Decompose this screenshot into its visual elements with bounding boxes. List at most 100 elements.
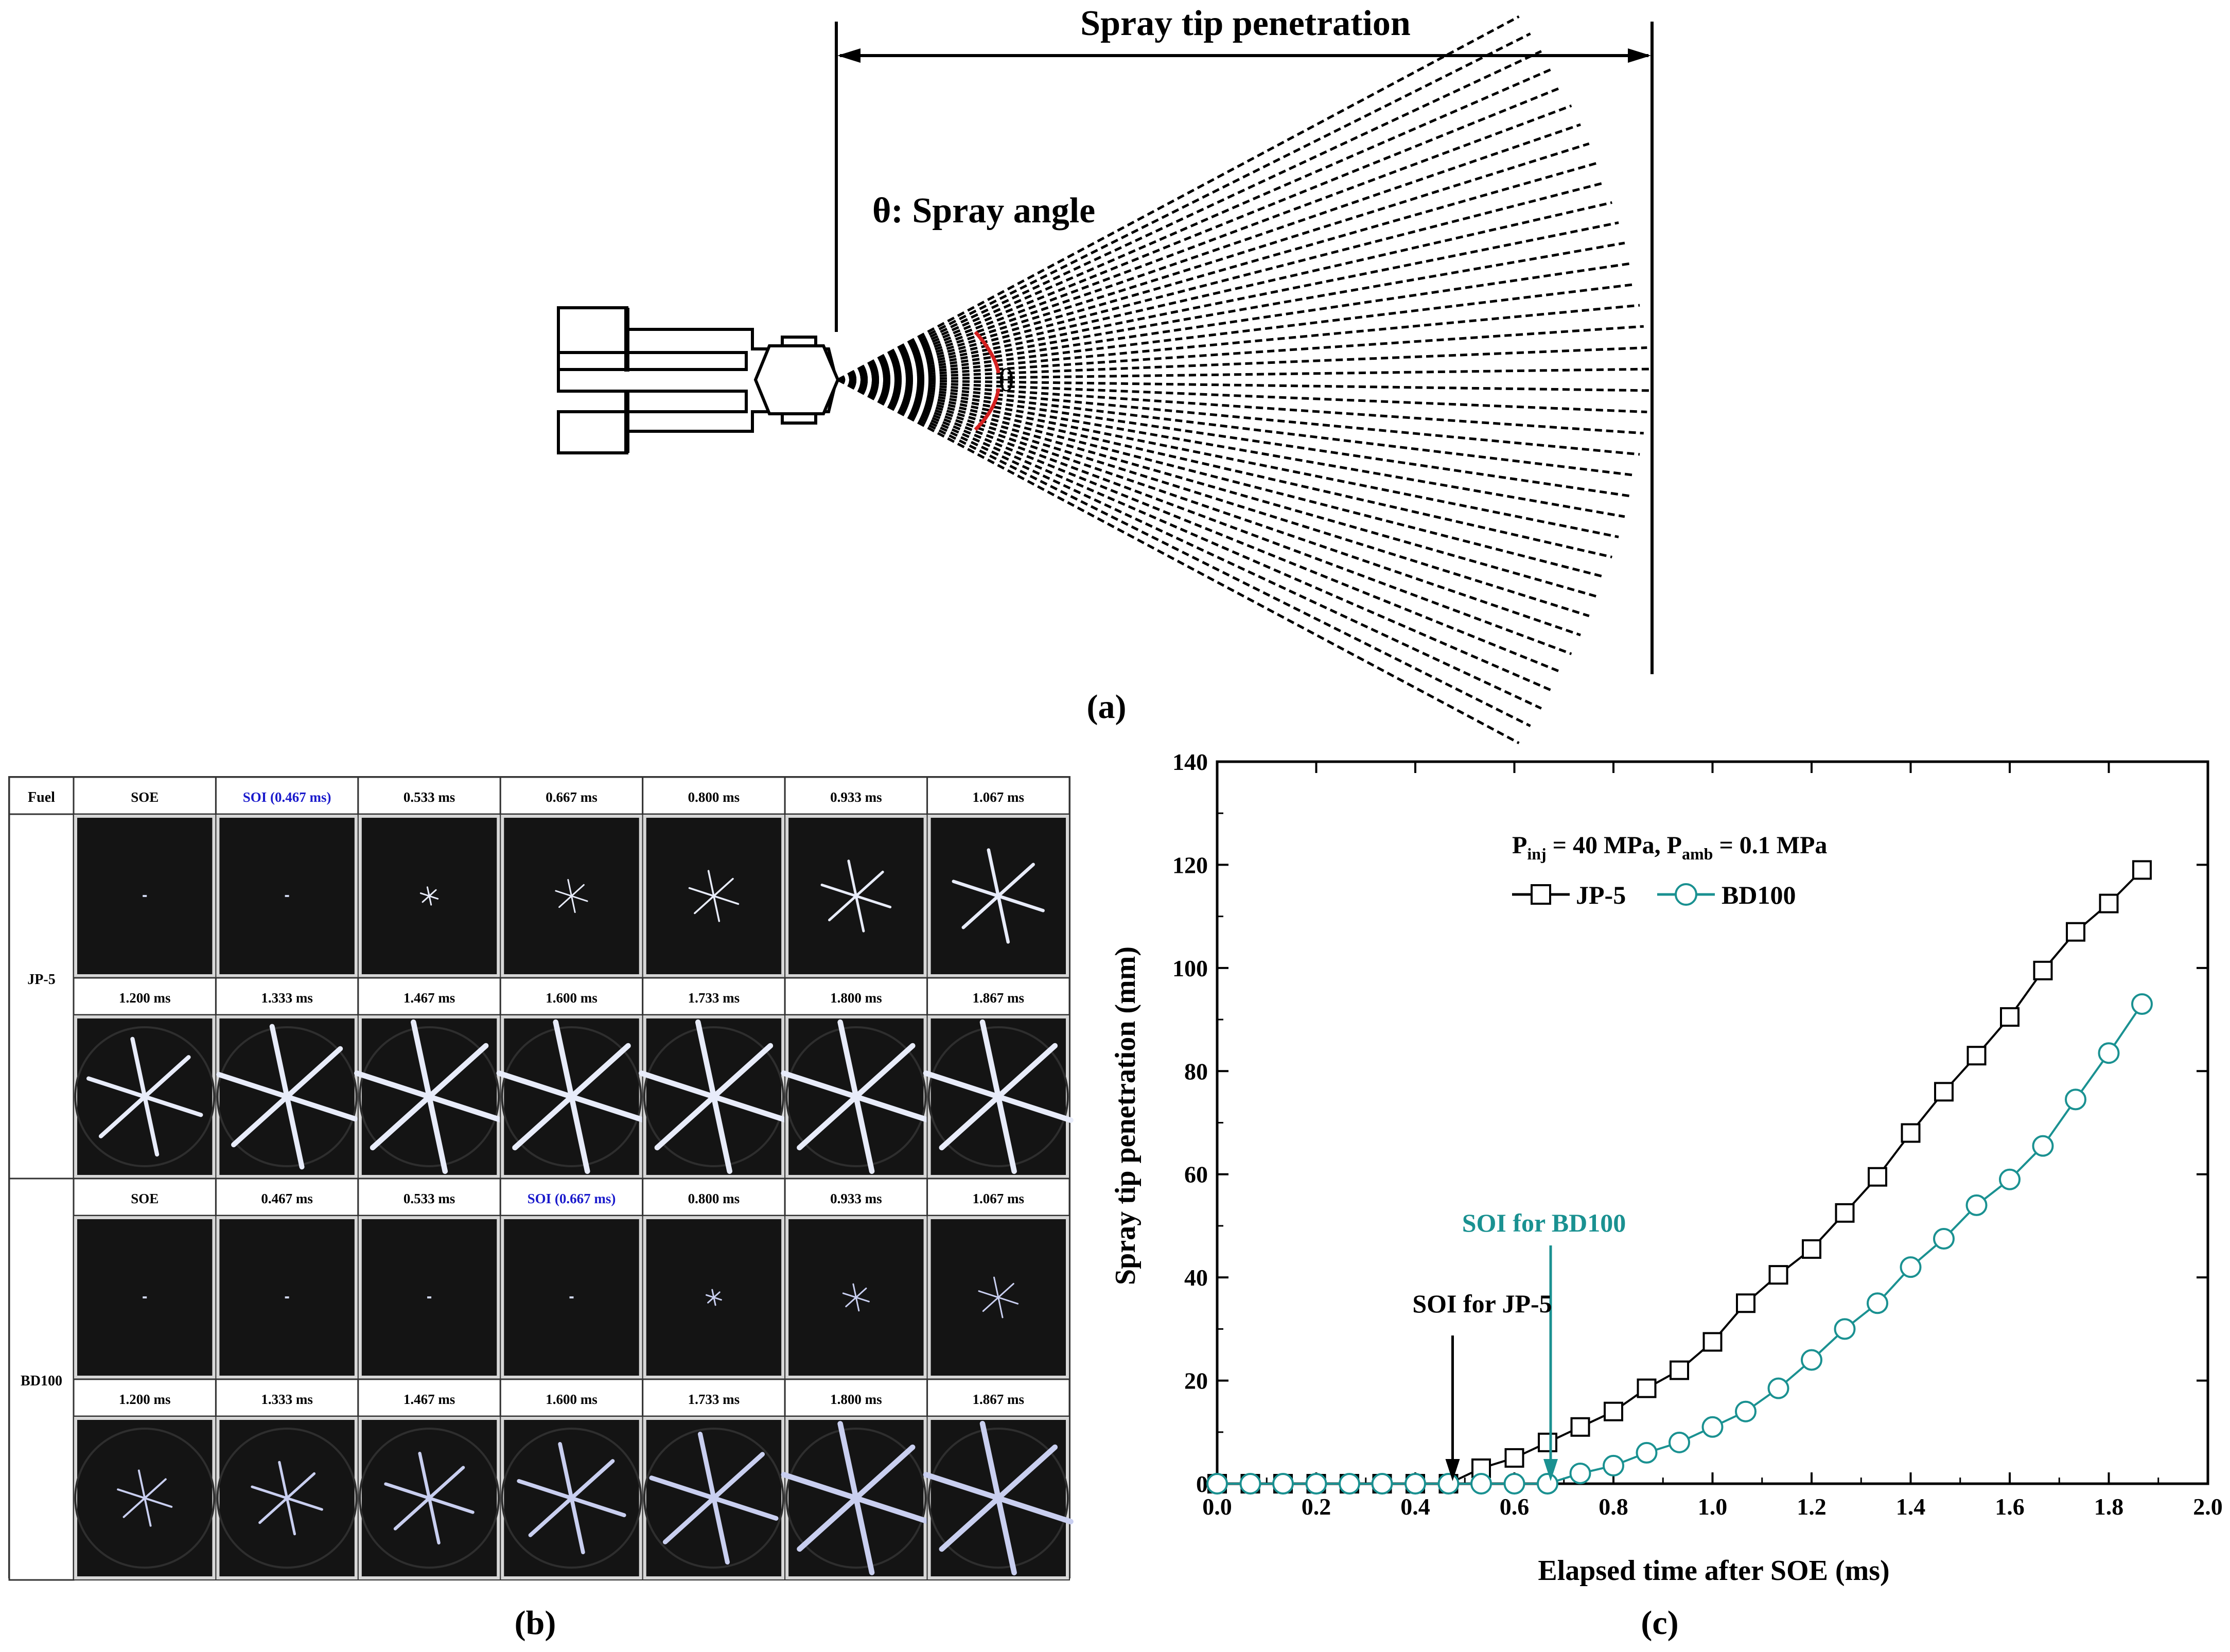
nozzle-dot <box>143 895 147 897</box>
spray-jet <box>995 1495 1074 1524</box>
spray-jet <box>426 1094 505 1123</box>
spray-jet <box>713 895 721 922</box>
spray-jet <box>982 1296 999 1312</box>
spray-jet <box>251 1485 289 1500</box>
time-header-cell <box>357 1378 501 1417</box>
spray-line <box>837 378 1612 558</box>
spray-jet <box>923 1070 1002 1100</box>
spray-jet <box>384 1482 431 1500</box>
spray-jet <box>854 870 884 898</box>
dimension-arrowhead-right <box>1628 48 1651 63</box>
spray-jet <box>853 1495 875 1575</box>
spray-line <box>837 378 1631 498</box>
chamber-window-outline <box>643 1026 784 1167</box>
data-point-bd100 <box>1701 1416 1724 1438</box>
time-header-cell <box>357 776 501 815</box>
time-label: 0.800 ms <box>688 789 740 805</box>
spray-jet <box>216 1071 290 1099</box>
data-point-jp5 <box>2000 1007 2020 1027</box>
spray-jet <box>638 1070 717 1100</box>
spray-jet <box>952 880 1000 898</box>
spray-line <box>837 162 1598 381</box>
spray-jet <box>143 1055 191 1099</box>
y-tick-label: 100 <box>1172 955 1208 981</box>
spray-jet <box>695 1019 717 1100</box>
spray-line <box>837 378 1647 413</box>
spray-line <box>837 304 1640 381</box>
spray-line <box>837 86 1562 381</box>
spray-jet <box>528 1496 574 1537</box>
x-tick-label: 0.0 <box>1202 1493 1232 1520</box>
x-tick-label: 2.0 <box>2193 1493 2223 1520</box>
panel-c-chart: 0.0 0.2 0.4 0.6 0.8 1.0 1.2 1.4 1.6 1.8 2.0 0 20 40 60… <box>1172 749 2223 1520</box>
p-inj-value: = 40 MPa, <box>1547 832 1667 859</box>
spray-jet <box>694 895 715 915</box>
spray-jet <box>961 894 1000 929</box>
chamber-window-outline <box>74 1428 216 1569</box>
spray-jet <box>122 1497 146 1518</box>
time-label: 1.333 ms <box>261 990 313 1006</box>
data-point-jp5 <box>1537 1432 1557 1452</box>
data-point-bd100 <box>1999 1168 2021 1190</box>
data-point-bd100 <box>2131 993 2153 1015</box>
panel-b-image-grid: Fuel JP-5 SOE SOI (0.467 ms) 0.533 ms 0.667 m… <box>8 776 1074 1581</box>
x-tick-label: 0.6 <box>1500 1493 1530 1520</box>
spray-jet <box>853 1094 875 1174</box>
spray-line <box>837 378 1606 578</box>
chamber-window-outline <box>216 1428 358 1569</box>
chamber-window-outline <box>501 1428 642 1569</box>
spray-jet <box>842 1292 857 1298</box>
spray-jet <box>995 1094 1017 1174</box>
spray-jet <box>820 884 857 898</box>
spray-jet <box>558 1442 574 1500</box>
legend-jp5-marker <box>1531 884 1551 905</box>
spray-jet <box>86 1076 147 1099</box>
chamber-window-outline <box>785 1026 927 1167</box>
spray-jet <box>781 1070 859 1100</box>
data-point-jp5 <box>1570 1417 1590 1437</box>
spray-jet <box>354 1070 432 1100</box>
data-point-bd100 <box>1834 1318 1856 1340</box>
chamber-window-outline <box>216 1026 358 1167</box>
time-label: 1.600 ms <box>546 1392 598 1407</box>
spray-jet <box>797 1094 859 1151</box>
x-tick-label: 0.8 <box>1599 1493 1628 1520</box>
data-point-bd100 <box>1272 1473 1294 1495</box>
spray-line <box>837 378 1581 637</box>
p-amb-symbol: P <box>1667 832 1682 859</box>
spray-plume <box>384 1451 475 1545</box>
time-label: 0.800 ms <box>688 1191 740 1206</box>
time-label: 1.067 ms <box>973 789 1025 805</box>
data-point-bd100 <box>1569 1462 1591 1484</box>
data-point-jp5 <box>1735 1293 1755 1313</box>
spray-jet <box>144 1497 173 1508</box>
data-point-bd100 <box>2065 1088 2087 1111</box>
spray-line <box>837 201 1612 381</box>
spray-jet <box>426 886 430 897</box>
time-header-cell <box>215 1178 359 1217</box>
spray-jet <box>697 1431 716 1501</box>
spray-jet <box>428 895 439 900</box>
spray-jet <box>278 1461 289 1500</box>
time-label: 0.933 ms <box>830 1191 882 1206</box>
time-label: 1.800 ms <box>830 1392 882 1407</box>
data-point-bd100 <box>1900 1256 1922 1278</box>
dimension-arrowhead-left <box>837 48 861 63</box>
spray-jet <box>496 1070 574 1100</box>
spray-line <box>837 378 1531 727</box>
spray-jet <box>144 1497 152 1527</box>
nozzle-dot <box>143 1296 147 1298</box>
p-amb-subscript: amb <box>1682 845 1713 863</box>
p-amb-value: = 0.1 MPa <box>1713 832 1827 859</box>
spray-cone-lines <box>837 15 1650 745</box>
spray-jet <box>258 1497 289 1524</box>
spray-jet <box>852 1283 857 1298</box>
soi-time-label: SOI (0.667 ms) <box>528 1191 616 1206</box>
data-point-jp5 <box>1768 1265 1788 1285</box>
spray-line <box>837 346 1647 381</box>
data-point-jp5 <box>1901 1123 1921 1143</box>
spray-plume <box>517 1442 626 1555</box>
spray-jet <box>569 1496 626 1518</box>
data-point-bd100 <box>1965 1194 1988 1216</box>
spray-plume <box>688 870 740 922</box>
